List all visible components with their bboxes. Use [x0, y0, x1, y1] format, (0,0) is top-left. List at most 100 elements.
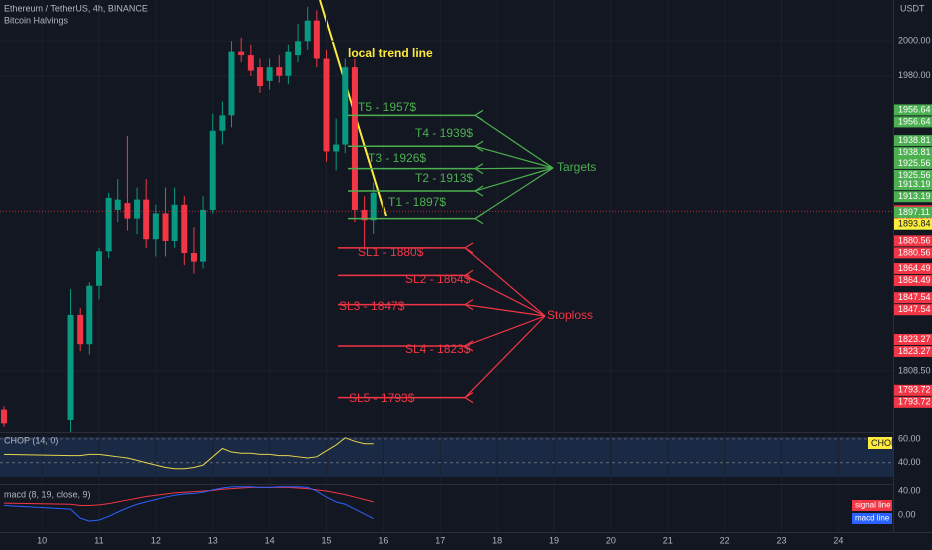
price-tag-label: 1925.56	[898, 158, 931, 168]
y-tick-label: 40.00	[898, 457, 921, 467]
target-label: T3 - 1926$	[368, 151, 426, 165]
legend-label: signal line	[855, 501, 891, 510]
target-label: T5 - 1957$	[358, 100, 416, 114]
price-tag-label: 1913.19	[898, 179, 931, 189]
candle-body	[181, 204, 188, 254]
candle-body	[342, 67, 349, 145]
x-tick-label: 19	[549, 535, 559, 545]
price-tag-label: 1793.72	[898, 397, 931, 407]
price-tag	[894, 333, 932, 345]
price-tag-label: 1793.72	[898, 385, 931, 395]
y-tick-label: 1808.50	[898, 365, 931, 375]
price-tag	[894, 218, 932, 230]
targets-label: Targets	[557, 160, 596, 174]
indicator-line	[3, 486, 374, 506]
stoploss-label: Stoploss	[547, 308, 593, 322]
level-connector	[464, 315, 546, 347]
candle-body	[333, 144, 340, 152]
indicator-line	[3, 437, 374, 470]
price-tag	[894, 135, 932, 147]
legend-swatch	[852, 500, 892, 511]
price-tag	[894, 345, 932, 357]
chop-tag	[868, 437, 892, 449]
y-tick-label: 2000.00	[898, 36, 931, 46]
arrow-head	[473, 185, 484, 197]
arrow-head	[463, 392, 474, 404]
price-tag-label: 1847.54	[898, 292, 931, 302]
candle-body	[285, 51, 292, 76]
level-connector	[474, 167, 554, 192]
price-tag	[894, 104, 932, 116]
price-tag	[894, 275, 932, 287]
price-tag-label: 1823.27	[898, 334, 931, 344]
arrow-head	[463, 299, 474, 311]
candle-body	[247, 55, 254, 71]
x-tick-label: 12	[151, 535, 161, 545]
arrow-head	[463, 269, 474, 281]
macd-name: macd (8, 19, close, 9)	[4, 489, 91, 499]
price-tag-label: 1880.56	[898, 235, 931, 245]
price-tag	[894, 304, 932, 316]
candle-body	[152, 213, 159, 240]
price-tag-label: 1925.56	[898, 170, 931, 180]
price-tag-label: 1897.11	[898, 207, 930, 217]
y-tick-label: 1980.00	[898, 70, 931, 80]
x-tick-label: 15	[321, 535, 331, 545]
stoploss-level-label: SL5 - 1793$	[349, 391, 415, 405]
arrow-head	[473, 140, 484, 152]
price-tag	[894, 169, 932, 181]
price-tag	[894, 396, 932, 408]
candle-body	[124, 203, 131, 219]
candle-body	[0, 409, 7, 424]
candle-body	[228, 51, 235, 116]
x-tick-label: 21	[663, 535, 673, 545]
candle-body	[304, 20, 311, 42]
arrow-head	[473, 109, 484, 121]
x-tick-label: 24	[833, 535, 843, 545]
x-tick-label: 18	[492, 535, 502, 545]
price-tag	[894, 179, 932, 191]
candle-body	[190, 253, 197, 262]
price-tag	[894, 235, 932, 247]
price-tag-label: 1864.49	[898, 275, 931, 285]
stoploss-level-label: SL1 - 1880$	[358, 245, 424, 259]
target-label: T1 - 1897$	[388, 195, 446, 209]
currency: USDT	[900, 3, 925, 13]
candle-body	[77, 314, 84, 345]
candle-body	[313, 20, 320, 59]
price-tag	[894, 206, 932, 218]
price-tag	[894, 116, 932, 128]
candle-body	[200, 209, 207, 262]
level-connector	[474, 114, 554, 169]
target-label: T2 - 1913$	[415, 171, 473, 185]
price-tag-label: 1913.19	[898, 191, 931, 201]
level-connector	[474, 167, 554, 220]
candle-body	[143, 199, 150, 240]
x-tick-label: 22	[720, 535, 730, 545]
stoploss-level-label: SL4 - 1823$	[405, 342, 471, 356]
arrow-head	[463, 340, 474, 352]
x-tick-label: 14	[265, 535, 275, 545]
x-tick-label: 10	[37, 535, 47, 545]
arrow-head	[463, 242, 474, 254]
candle-body	[276, 67, 283, 76]
chop-name: CHOP (14, 0)	[4, 435, 58, 445]
price-tag	[894, 191, 932, 203]
candle-body	[67, 314, 74, 420]
price-tag	[894, 247, 932, 259]
level-connector	[464, 247, 546, 317]
price-tag	[894, 292, 932, 304]
x-tick-label: 11	[94, 535, 103, 545]
price-tag-label: 1823.27	[898, 346, 931, 356]
candle-body	[114, 199, 121, 210]
candle-body	[209, 130, 216, 210]
level-connector	[474, 167, 554, 170]
symbol-title: Ethereum / TetherUS, 4h, BINANCE	[4, 3, 148, 13]
price-tag-label: 1893.84	[898, 218, 931, 228]
candle-body	[162, 213, 169, 241]
level-connector	[464, 304, 546, 317]
price-tag-label: 1956.64	[898, 116, 931, 126]
price-tag-label: 1864.49	[898, 263, 931, 273]
